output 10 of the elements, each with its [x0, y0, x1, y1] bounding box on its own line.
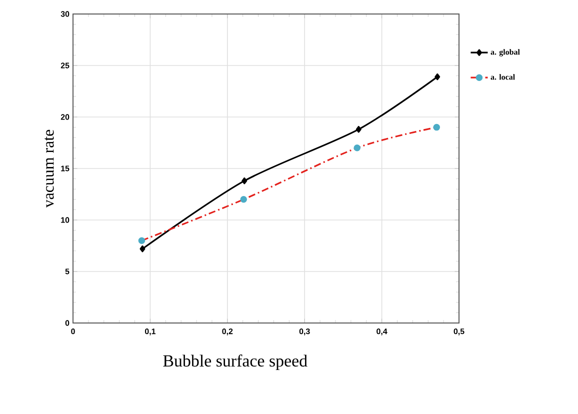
y-axis-title: vacuum rate	[44, 130, 54, 208]
point	[356, 126, 362, 133]
point	[138, 237, 146, 244]
point	[434, 73, 440, 80]
point	[240, 196, 248, 203]
x-axis-title: Bubble surface speed	[163, 354, 308, 370]
point	[433, 124, 440, 131]
point	[140, 245, 146, 252]
point	[242, 177, 248, 184]
point	[354, 144, 360, 152]
